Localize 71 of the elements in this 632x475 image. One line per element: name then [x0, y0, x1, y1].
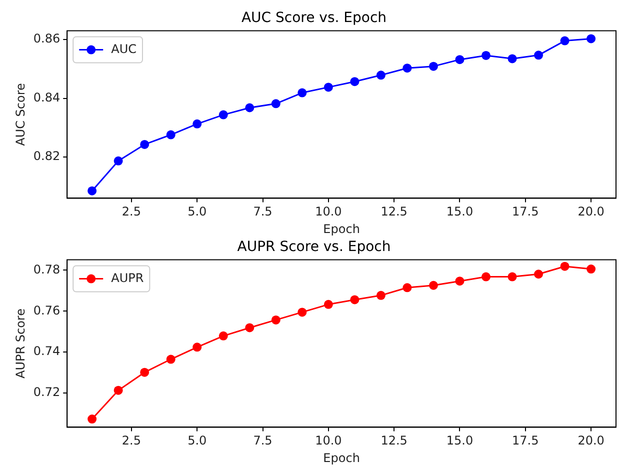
point — [298, 308, 307, 317]
point — [192, 342, 202, 352]
x-tick-label: 20.0 — [578, 204, 604, 219]
point — [298, 88, 307, 98]
point — [218, 331, 228, 340]
x-axis-title: Epoch — [323, 450, 360, 465]
x-axis-title: Epoch — [323, 222, 360, 236]
point — [350, 77, 360, 86]
point — [376, 70, 386, 80]
point — [455, 276, 464, 286]
point — [245, 103, 254, 112]
point — [245, 323, 254, 332]
x-tick-label: 15.0 — [446, 204, 474, 219]
point — [482, 272, 490, 282]
point — [402, 64, 412, 73]
x-tick-label: 5.0 — [188, 434, 207, 448]
point — [455, 55, 464, 64]
legend-label: AUC — [111, 42, 136, 56]
point — [218, 110, 228, 120]
y-axis-title: AUC Score — [13, 83, 28, 146]
point — [166, 130, 176, 140]
point — [114, 156, 123, 166]
point — [428, 280, 438, 290]
chart-title: AUPR Score vs. Epoch — [237, 239, 391, 256]
point — [560, 36, 570, 46]
point — [271, 99, 280, 108]
x-tick-label: 15.0 — [446, 434, 474, 448]
y-tick-label: 0.82 — [33, 149, 60, 164]
point — [88, 414, 97, 424]
x-tick-label: 10.0 — [315, 204, 342, 219]
point — [508, 54, 517, 64]
legend-label: AUPR — [111, 270, 144, 285]
x-tick-label: 7.5 — [253, 434, 272, 448]
chart-title: AUC Score vs. Epoch — [241, 10, 387, 26]
y-axis-title: AUPR Score — [13, 308, 28, 378]
point — [192, 119, 202, 128]
point — [482, 50, 490, 60]
x-tick-label: 12.5 — [380, 434, 408, 448]
x-tick-label: 2.5 — [122, 204, 142, 219]
point — [508, 272, 517, 282]
point — [586, 264, 596, 274]
y-tick-label: 0.74 — [33, 344, 60, 358]
point — [586, 34, 596, 44]
x-tick-label: 2.5 — [122, 434, 142, 448]
point — [88, 186, 97, 196]
point — [428, 62, 438, 71]
point — [271, 315, 280, 324]
point — [350, 295, 360, 304]
point — [560, 262, 570, 271]
point — [324, 300, 333, 309]
point — [140, 368, 150, 377]
x-tick-label: 5.0 — [188, 204, 207, 219]
y-tick-label: 0.72 — [33, 385, 60, 400]
x-tick-label: 10.0 — [315, 434, 342, 448]
y-tick-label: 0.78 — [33, 262, 60, 276]
x-tick-label: 12.5 — [380, 204, 408, 219]
x-tick-label: 7.5 — [253, 204, 272, 219]
point — [402, 283, 412, 292]
y-tick-label: 0.76 — [33, 303, 60, 318]
point — [140, 140, 150, 149]
point — [376, 290, 386, 300]
y-tick-label: 0.84 — [33, 90, 60, 104]
y-tick-label: 0.86 — [33, 32, 60, 46]
point — [114, 386, 123, 395]
point — [166, 354, 176, 364]
point — [534, 270, 544, 279]
point — [534, 50, 544, 60]
point — [324, 82, 333, 92]
x-tick-label: 17.5 — [512, 204, 539, 219]
x-tick-label: 17.5 — [512, 434, 539, 448]
x-tick-label: 20.0 — [578, 434, 604, 448]
